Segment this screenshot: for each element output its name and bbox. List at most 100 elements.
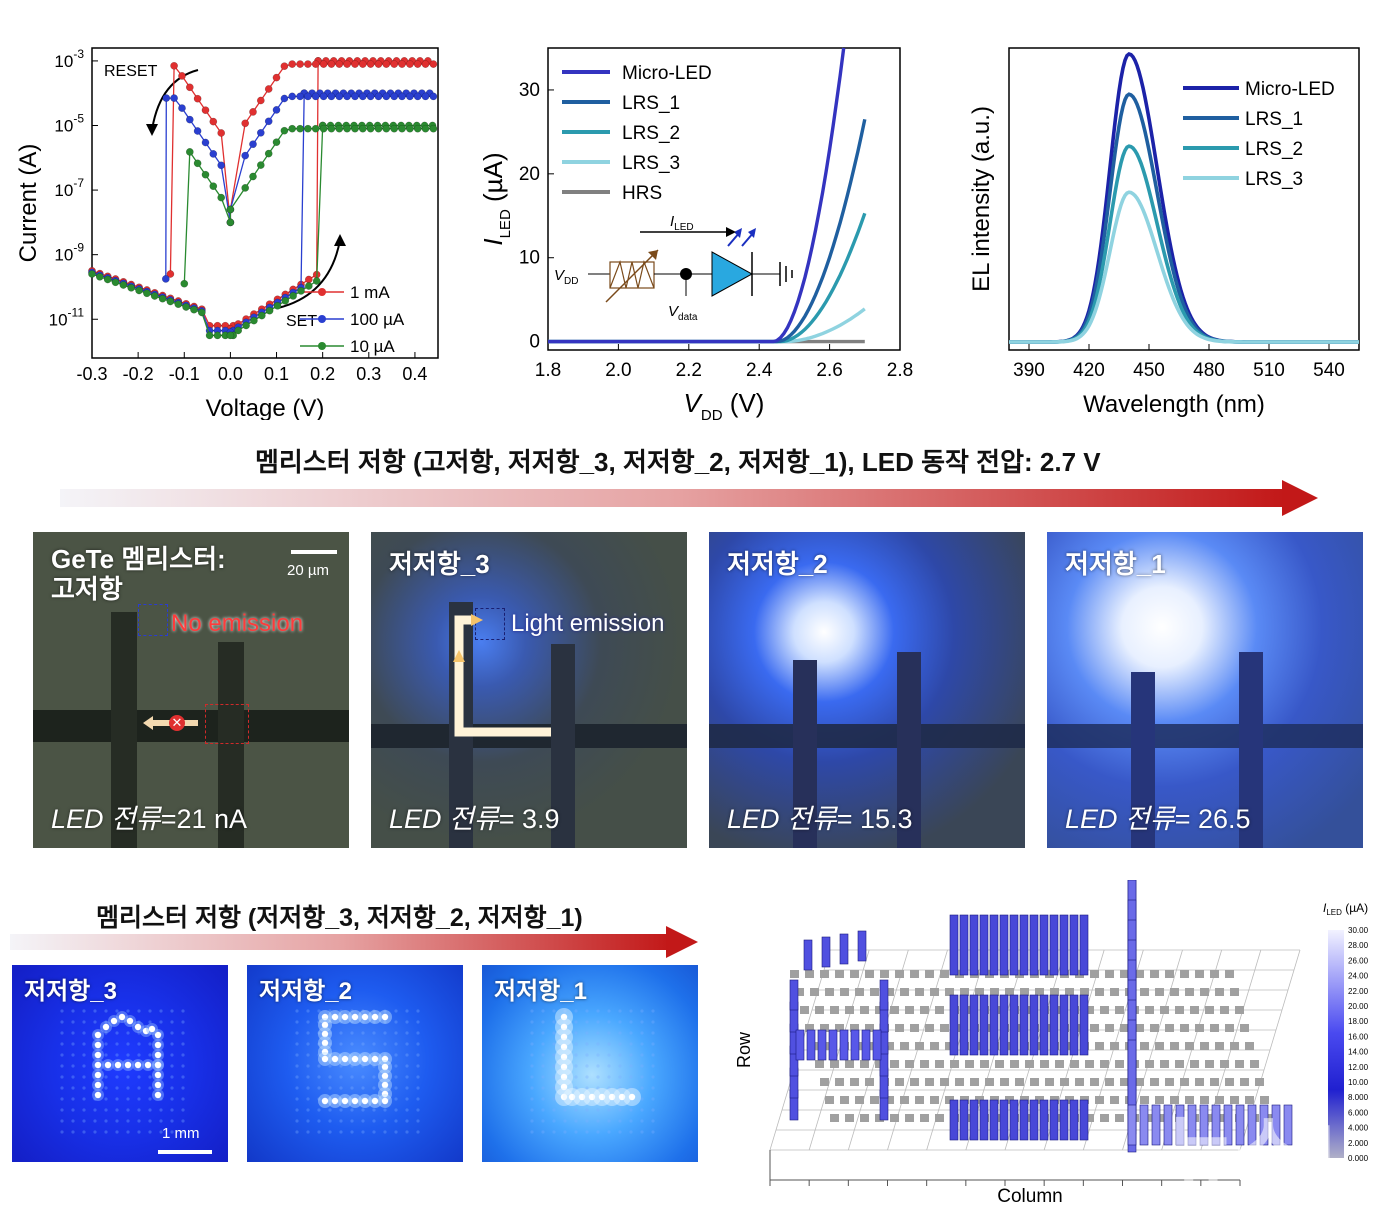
bar-off [965, 1060, 974, 1068]
pixel-off [541, 1009, 545, 1013]
iv-data-point [111, 278, 120, 287]
pixel-off [137, 1020, 141, 1024]
bar-off [985, 1078, 994, 1086]
bar-on [1079, 994, 1089, 1056]
pixel-off [596, 1042, 600, 1046]
iv-data-point [180, 279, 189, 288]
bar-off [1000, 1078, 1009, 1086]
pixel-on [124, 1061, 132, 1069]
pixel-on [351, 1013, 359, 1021]
pixel-on [94, 1071, 102, 1079]
bar-on [1235, 1104, 1245, 1146]
pixel-off [530, 1075, 534, 1079]
bar-off [1200, 988, 1209, 996]
pixel-off [541, 1042, 545, 1046]
bar-on [1059, 914, 1069, 976]
iv-data-point [242, 321, 250, 330]
pixel-on [560, 1073, 568, 1081]
bar-off [1180, 1024, 1189, 1032]
bar-off [795, 988, 804, 996]
pixel-off [596, 1108, 600, 1112]
pixel-off [541, 1108, 545, 1112]
bar-off [930, 988, 939, 996]
pixel-off [640, 1130, 644, 1134]
iv-data-point [335, 124, 344, 133]
pixel-off [372, 1042, 376, 1046]
pixel-off [60, 1130, 64, 1134]
bar-off [845, 1060, 854, 1068]
bar-off [975, 988, 984, 996]
pixel-off [60, 1042, 64, 1046]
pixel-off [640, 1086, 644, 1090]
legend-label: LRS_1 [1245, 109, 1303, 130]
pixel-on [560, 1013, 568, 1021]
pixel-on [381, 1072, 389, 1080]
bar-off [935, 1006, 944, 1014]
pixel-off [361, 1020, 365, 1024]
pixel-off [115, 1042, 119, 1046]
pixel-off [405, 1064, 409, 1068]
pixel-off [372, 1064, 376, 1068]
pixel-on [94, 1041, 102, 1049]
pixel-off [541, 1064, 545, 1068]
pixel-off [596, 1020, 600, 1024]
pixel-off [126, 1009, 130, 1013]
pixel-off [530, 1097, 534, 1101]
pixel-off [306, 1064, 310, 1068]
pixel-off [651, 1042, 655, 1046]
iv-data-point [421, 60, 430, 68]
x-tick-label: 420 [1073, 360, 1105, 381]
pixel-off [71, 1009, 75, 1013]
pixel-off [115, 1119, 119, 1123]
bar-off [1185, 988, 1194, 996]
pixel-off [306, 1108, 310, 1112]
colorbar-tick-label: 24.00 [1348, 972, 1369, 981]
pixel-on [598, 1093, 606, 1101]
iv-data-point [311, 92, 320, 101]
pixel-off [317, 1053, 321, 1057]
iv-data-point [249, 140, 257, 149]
bar-off [835, 1078, 844, 1086]
middle-caption: 멤리스터 저항 (고저항, 저저항_3, 저저항_2, 저저항_1), LED … [255, 447, 1101, 477]
x-axis-label: Wavelength (nm) [1083, 391, 1265, 418]
bar-off [810, 988, 819, 996]
iv-data-point [209, 182, 218, 191]
pixel-off [137, 1075, 141, 1079]
set-arrow [277, 239, 341, 309]
iv-data-point [351, 60, 359, 68]
pixel-off [552, 1042, 556, 1046]
array-panel-a: 저저항_3 1 mm [12, 965, 228, 1162]
bar-off [1025, 1114, 1034, 1122]
pixel-off [394, 1064, 398, 1068]
bar-off [1180, 970, 1189, 978]
pixel-off [148, 1053, 152, 1057]
colorbar-tick-label: 8.000 [1348, 1093, 1369, 1102]
iv-series-line [91, 124, 433, 337]
pixel-on [154, 1041, 162, 1049]
pixel-off [541, 1053, 545, 1057]
pixel-on [341, 1013, 349, 1021]
bar-off [940, 1078, 949, 1086]
iv-data-point [209, 117, 218, 126]
pixel-off [148, 1108, 152, 1112]
iv-chart: -0.3 -0.2 -0.1 0.0 0.1 0.2 0.3 0.4 10-3 10-5 10-7 1… [15, 47, 439, 420]
bar-off [900, 1096, 909, 1104]
legend-label: Micro-LED [622, 63, 712, 84]
bar-off [1140, 1042, 1149, 1050]
bar-off [1235, 1060, 1244, 1068]
iv-data-point [327, 92, 336, 101]
pixel-off [574, 1075, 578, 1079]
iv-data-point [421, 92, 430, 101]
pixel-off [640, 1075, 644, 1079]
pixel-off [640, 1053, 644, 1057]
pixel-on [618, 1093, 626, 1101]
pixel-off [350, 1031, 354, 1035]
pixel-off [82, 1031, 86, 1035]
bar-off [815, 1006, 824, 1014]
pixel-off [574, 1042, 578, 1046]
bar-on [1069, 914, 1079, 976]
colorbar-tick-label: 18.00 [1348, 1017, 1369, 1026]
legend-marker [318, 315, 326, 323]
pixel-off [405, 1009, 409, 1013]
iv-series-line [183, 128, 434, 284]
